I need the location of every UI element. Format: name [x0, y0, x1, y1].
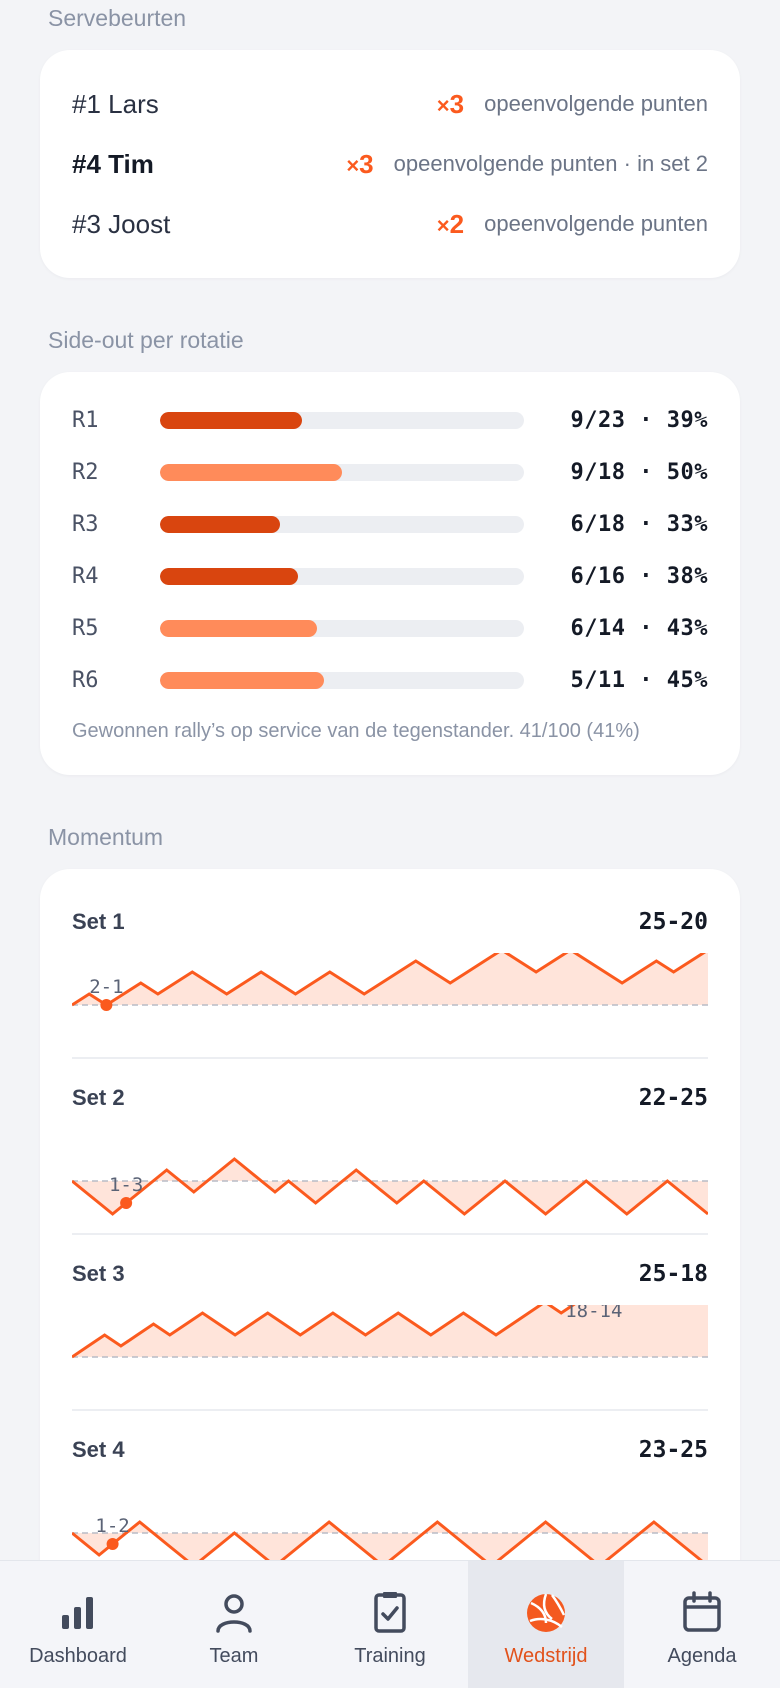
- serve-player-name: #1 Lars: [72, 88, 159, 119]
- serve-player-name: #3 Joost: [72, 208, 171, 239]
- clipboard-check-icon: [374, 1592, 406, 1633]
- momentum-line: [72, 953, 707, 1007]
- rotation-label: R2: [72, 459, 99, 485]
- rotation-value: 9/18 · 50%: [570, 459, 708, 485]
- serve-streaks-card: #1 Lars ×3 opeenvolgende punten #4 Tim ×3 ope…: [40, 50, 740, 278]
- nav-wedstrijd[interactable]: Wedstrijd: [468, 1561, 624, 1688]
- rotation-progress-fill: [160, 567, 299, 585]
- rotation-progress-fill: [160, 619, 317, 637]
- streak-multiplier: ×2: [436, 208, 465, 239]
- momentum-chart: 1-3: [72, 1157, 708, 1216]
- set-label: Set 2: [72, 1085, 125, 1110]
- momentum-line: [72, 1157, 708, 1216]
- nav-agenda[interactable]: Agenda: [624, 1561, 780, 1688]
- serve-streak-row: #1 Lars ×3 opeenvolgende punten: [72, 84, 708, 124]
- set-score: 22-25: [638, 1085, 708, 1111]
- nav-dashboard[interactable]: Dashboard: [0, 1561, 156, 1688]
- set-label: Set 4: [72, 1437, 125, 1462]
- serve-section-title: Servebeurten: [48, 5, 187, 31]
- streak-description: opeenvolgende punten: [484, 91, 708, 116]
- rotation-progress-track: [160, 567, 524, 585]
- bar-chart-icon: [62, 1597, 93, 1629]
- rotation-progress-fill: [160, 463, 342, 481]
- bottom-navigation: Dashboard Team Training Wedstrijd Agenda: [0, 1560, 780, 1688]
- momentum-area: [72, 1305, 708, 1357]
- set-divider: [72, 1057, 708, 1059]
- rotation-label: R4: [72, 563, 99, 589]
- set-score: 23-25: [638, 1437, 708, 1463]
- rotation-progress-track: [160, 671, 524, 689]
- rotation-label: R1: [72, 407, 99, 433]
- momentum-marker-label: 18-14: [565, 1305, 622, 1322]
- streak-multiplier: ×3: [436, 88, 465, 119]
- rotation-row-r4: R4 6/16 · 38%: [72, 559, 708, 593]
- rotation-progress-fill: [160, 515, 281, 533]
- momentum-chart: 2-1: [72, 953, 708, 1011]
- rotation-value: 6/16 · 38%: [570, 563, 708, 589]
- set-label: Set 3: [72, 1261, 125, 1286]
- rotation-value: 5/11 · 45%: [570, 667, 708, 693]
- momentum-set-4: Set 4 23-25 1-2: [72, 1437, 708, 1568]
- momentum-chart: 18-14: [72, 1305, 708, 1359]
- momentum-area: [72, 1159, 708, 1214]
- streak-multiplier: ×3: [346, 148, 374, 179]
- rotation-progress-track: [160, 411, 524, 429]
- person-icon: [216, 1594, 252, 1633]
- momentum-card: Set 1 25-20 2-1 Set 2 22-25 1-3 Set 3 25-18 18-1…: [40, 869, 740, 1688]
- rotation-progress-track: [160, 463, 524, 481]
- rotation-row-r1: R1 9/23 · 39%: [72, 403, 708, 437]
- nav-label: Wedstrijd: [504, 1645, 588, 1667]
- rotation-progress-track: [160, 619, 524, 637]
- rotation-label: R6: [72, 667, 99, 693]
- rotation-label: R3: [72, 511, 99, 537]
- momentum-line: [72, 1305, 576, 1359]
- rotation-row-r3: R3 6/18 · 33%: [72, 507, 708, 541]
- momentum-marker-dot: [100, 999, 113, 1011]
- set-score: 25-18: [638, 1261, 708, 1287]
- sideout-note: Gewonnen rally’s op service van de tegen…: [72, 720, 640, 742]
- rotation-progress-fill: [160, 671, 324, 689]
- nav-training[interactable]: Training: [312, 1561, 468, 1688]
- rotation-progress-track: [160, 515, 524, 533]
- sideout-section-title: Side-out per rotatie: [48, 327, 244, 353]
- serve-streak-row: #4 Tim ×3 opeenvolgende punten · in set 2: [72, 144, 708, 184]
- momentum-marker-label: 1-3: [109, 1174, 143, 1196]
- momentum-section-title: Momentum: [48, 824, 164, 850]
- momentum-marker-label: 2-1: [89, 976, 123, 998]
- serve-streak-row: #3 Joost ×2 opeenvolgende punten: [72, 204, 708, 244]
- rotation-row-r2: R2 9/18 · 50%: [72, 455, 708, 489]
- nav-label: Agenda: [667, 1645, 737, 1667]
- streak-description: opeenvolgende punten · in set 2: [393, 151, 708, 176]
- serve-player-name: #4 Tim: [72, 148, 154, 179]
- rotation-label: R5: [72, 615, 99, 641]
- set-label: Set 1: [72, 909, 125, 934]
- rotation-value: 6/14 · 43%: [570, 615, 708, 641]
- nav-team[interactable]: Team: [156, 1561, 312, 1688]
- streak-description: opeenvolgende punten: [484, 211, 708, 236]
- nav-label: Team: [209, 1645, 259, 1667]
- momentum-set-1: Set 1 25-20 2-1: [72, 909, 708, 1011]
- nav-label: Dashboard: [29, 1645, 127, 1667]
- momentum-marker-label: 1-2: [95, 1515, 129, 1537]
- set-divider: [72, 1409, 708, 1411]
- rotation-progress-fill: [160, 411, 302, 429]
- rotation-value: 9/23 · 39%: [570, 407, 708, 433]
- momentum-marker-dot: [106, 1538, 119, 1550]
- set-divider: [72, 1233, 708, 1235]
- rotation-value: 6/18 · 33%: [570, 511, 708, 537]
- momentum-area: [72, 1522, 708, 1566]
- sideout-card: Gewonnen rally’s op service van de tegen…: [40, 372, 740, 775]
- rotation-row-r5: R5 6/14 · 43%: [72, 611, 708, 645]
- momentum-set-3: Set 3 25-18 18-14: [72, 1261, 708, 1359]
- calendar-icon: [683, 1591, 721, 1632]
- momentum-marker-dot: [120, 1197, 133, 1209]
- set-score: 25-20: [638, 909, 708, 935]
- rotation-row-r6: R6 5/11 · 45%: [72, 663, 708, 697]
- nav-label: Training: [354, 1645, 426, 1667]
- momentum-set-2: Set 2 22-25 1-3: [72, 1085, 708, 1216]
- volleyball-icon: [527, 1593, 566, 1632]
